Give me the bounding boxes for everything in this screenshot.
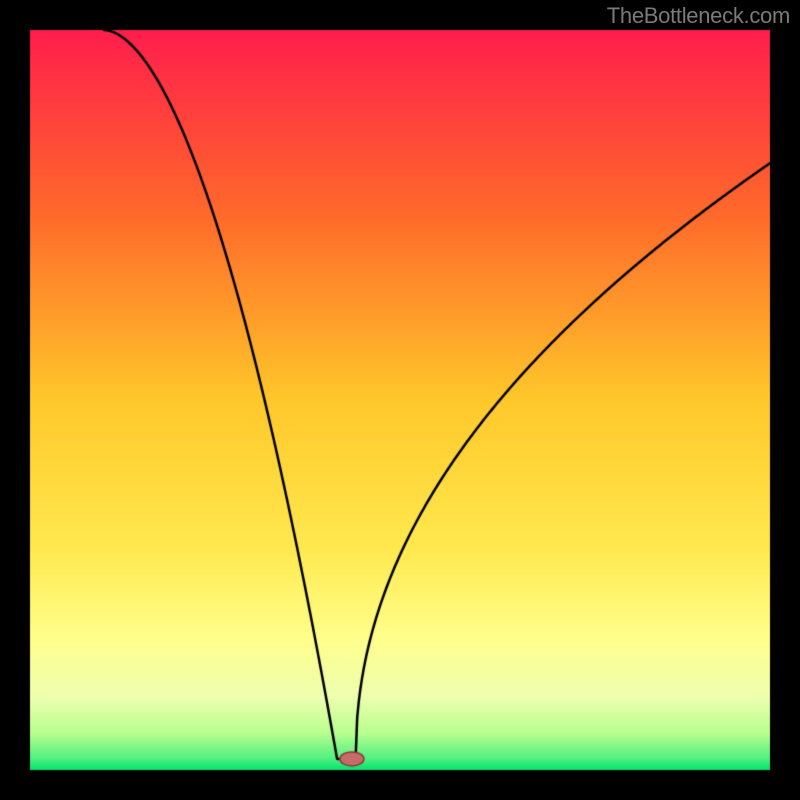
bottleneck-chart-canvas [0,0,800,800]
watermark-text: TheBottleneck.com [607,3,790,29]
chart-container: TheBottleneck.com [0,0,800,800]
